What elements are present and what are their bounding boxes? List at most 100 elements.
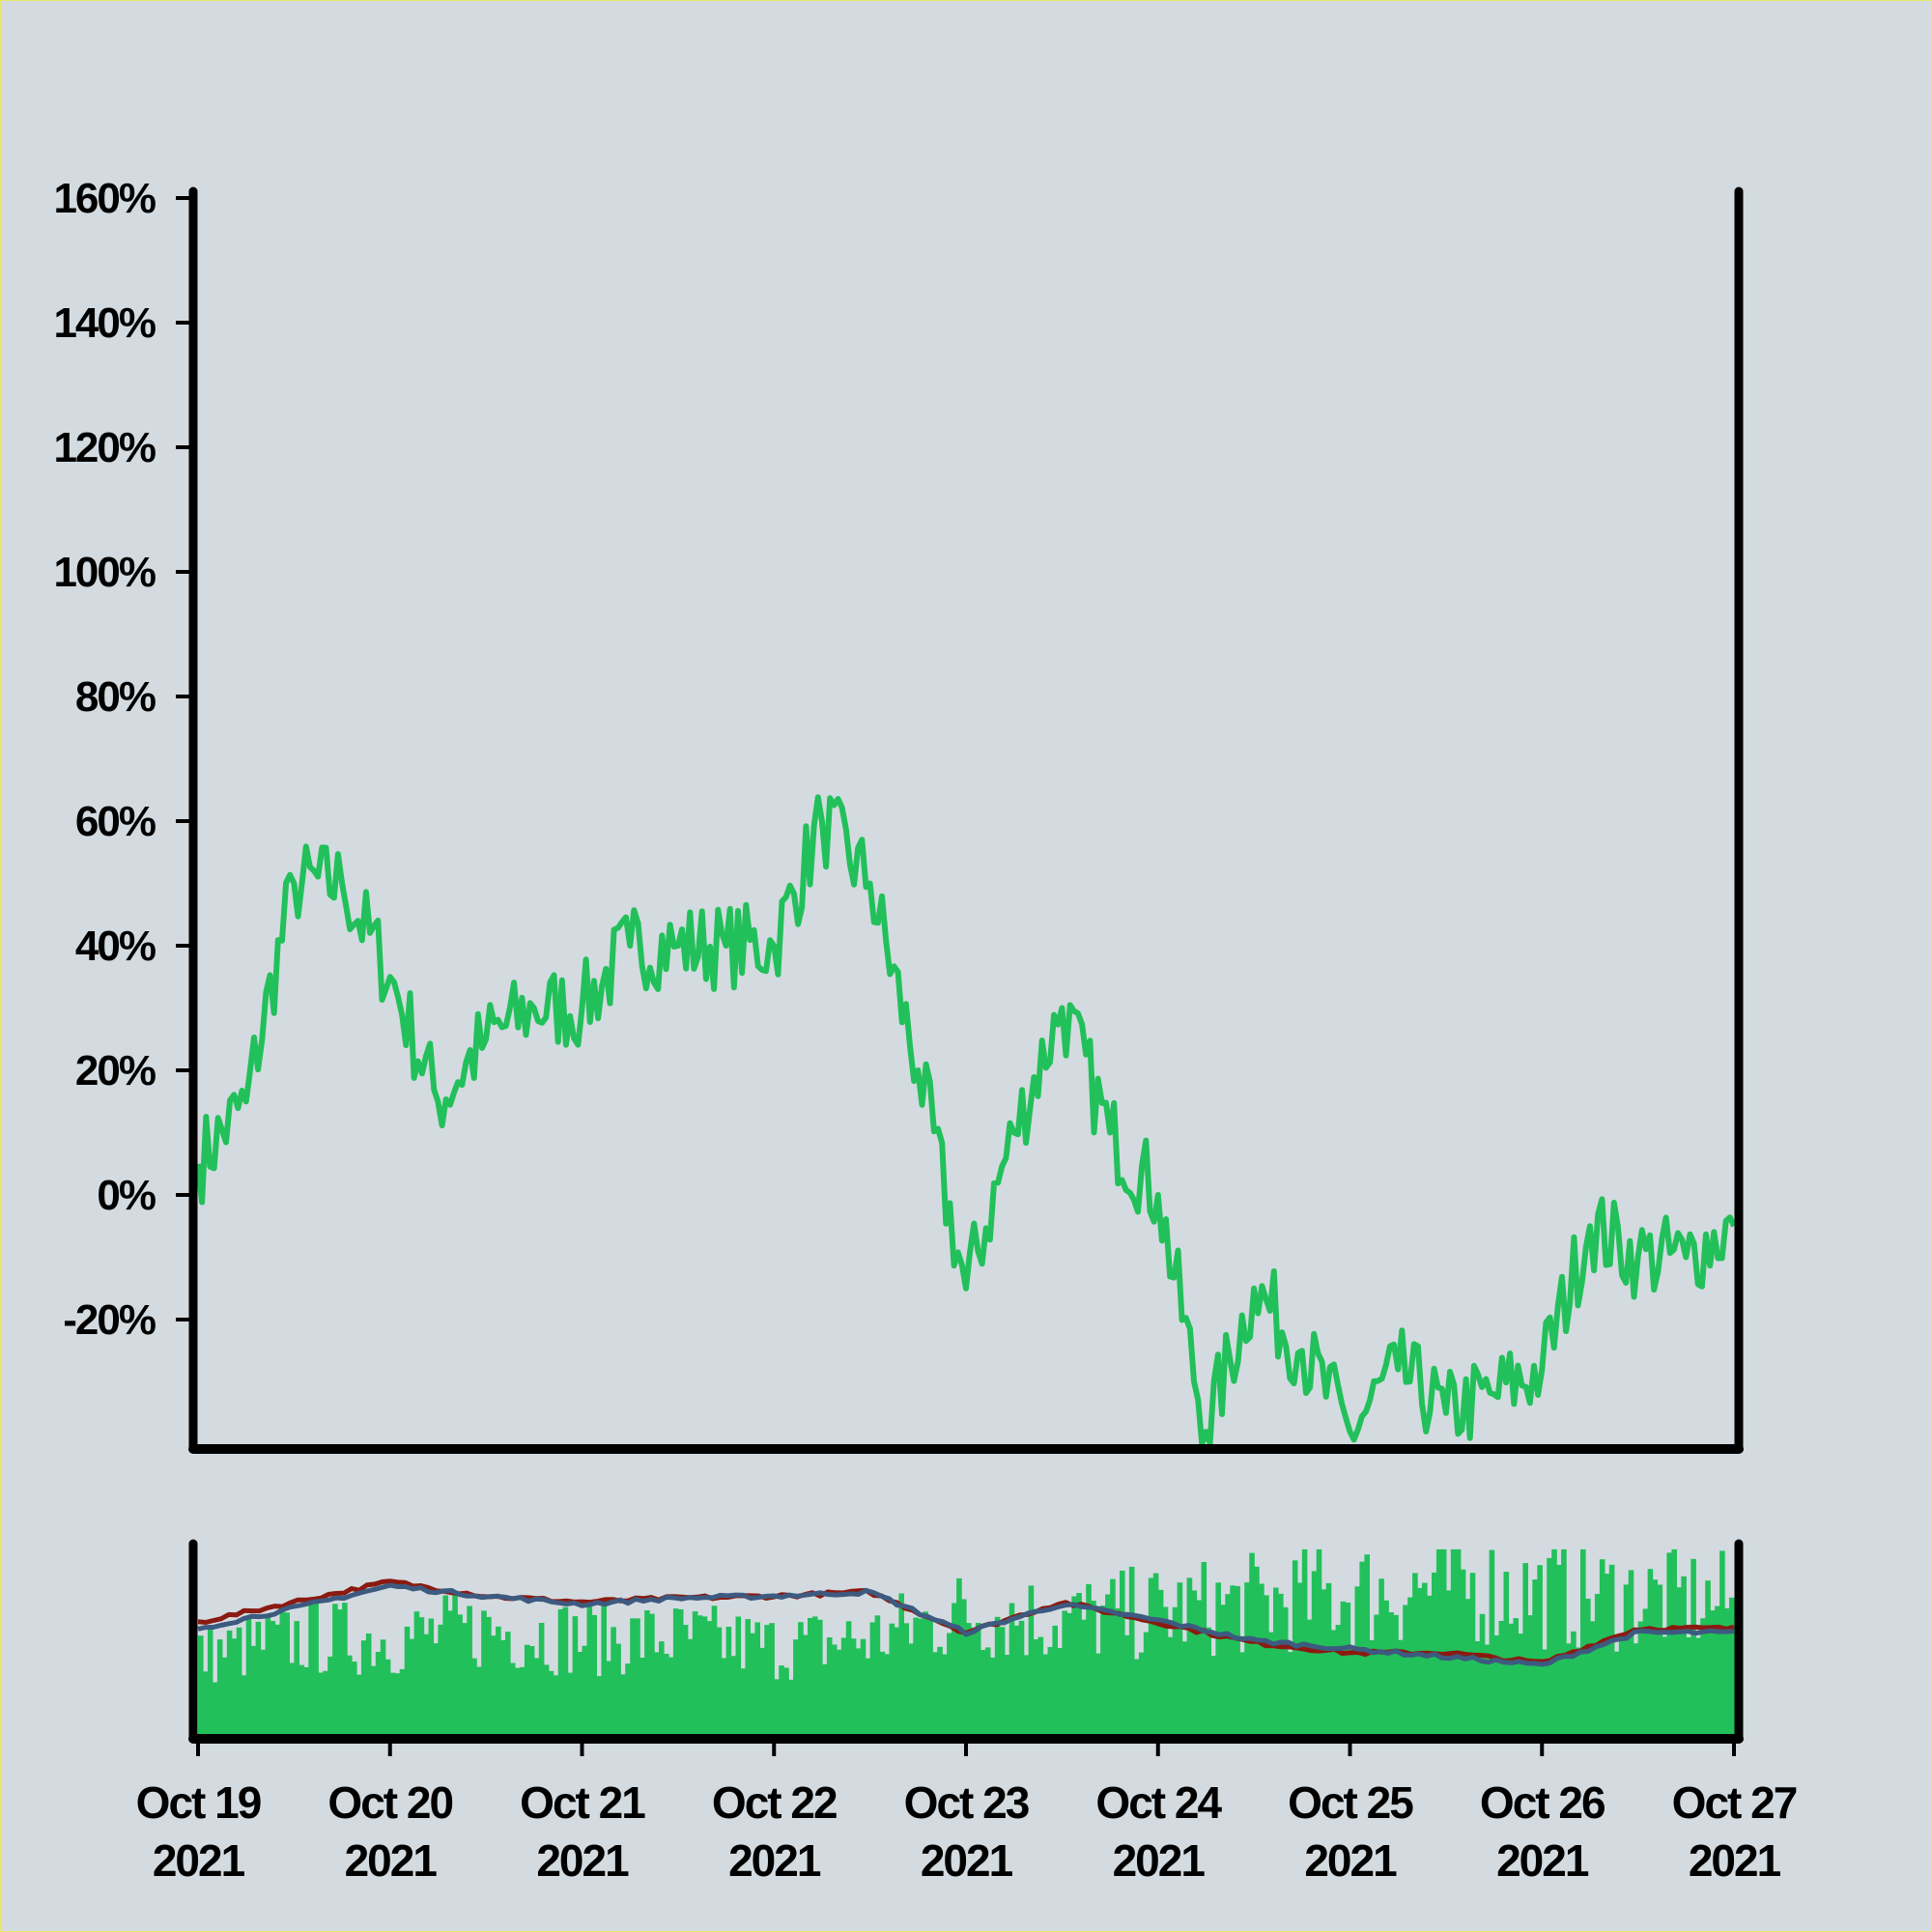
volume-bar bbox=[327, 1656, 333, 1734]
volume-bar bbox=[245, 1617, 252, 1734]
volume-bar bbox=[1455, 1548, 1462, 1734]
volume-bar bbox=[514, 1667, 521, 1734]
volume-bar bbox=[664, 1654, 669, 1734]
volume-bar bbox=[1715, 1605, 1720, 1734]
volume-bar bbox=[557, 1608, 564, 1734]
volume-bar bbox=[1191, 1590, 1198, 1734]
volume-bar bbox=[1264, 1595, 1269, 1734]
volume-bar bbox=[812, 1616, 818, 1734]
volume-bar bbox=[836, 1649, 842, 1734]
y-tick-label: 140% bbox=[53, 299, 155, 347]
volume-bar bbox=[668, 1657, 674, 1734]
volume-bar bbox=[553, 1675, 559, 1734]
volume-bar bbox=[1296, 1582, 1303, 1734]
volume-bar bbox=[1571, 1631, 1577, 1734]
x-tick-label-date: Oct 24 bbox=[1095, 1777, 1222, 1828]
volume-bar bbox=[1445, 1590, 1452, 1734]
volume-bar bbox=[903, 1623, 909, 1734]
volume-bar bbox=[1143, 1632, 1150, 1734]
volume-bar bbox=[942, 1654, 948, 1734]
volume-bar bbox=[735, 1616, 742, 1734]
volume-bar bbox=[1138, 1652, 1145, 1734]
volume-bar bbox=[1273, 1587, 1279, 1734]
volume-bar bbox=[1576, 1647, 1581, 1734]
volume-bar bbox=[1115, 1607, 1121, 1734]
volume-bar bbox=[438, 1624, 443, 1734]
volume-bar bbox=[394, 1673, 401, 1734]
volume-bar bbox=[1028, 1585, 1035, 1734]
volume-bar bbox=[1642, 1608, 1649, 1734]
volume-bar bbox=[913, 1617, 919, 1734]
volume-bar bbox=[418, 1617, 425, 1734]
volume-bar bbox=[1244, 1582, 1250, 1734]
volume-bar bbox=[1374, 1614, 1379, 1734]
y-axis-ticks: -20% 0% 20% 40% 60% 80% 100% 120% 140% 160% bbox=[53, 175, 193, 1344]
volume-bar bbox=[1167, 1636, 1174, 1734]
volume-bar bbox=[1695, 1637, 1701, 1734]
volume-bar bbox=[1527, 1615, 1533, 1734]
volume-bar bbox=[1235, 1585, 1240, 1734]
volume-plot bbox=[197, 1548, 1735, 1734]
volume-bar bbox=[356, 1674, 362, 1734]
volume-bar bbox=[284, 1612, 290, 1734]
volume-bar bbox=[759, 1647, 765, 1734]
y-tick-label: -20% bbox=[63, 1296, 156, 1344]
volume-bar bbox=[1398, 1639, 1404, 1734]
volume-bar bbox=[826, 1637, 833, 1734]
volume-bar bbox=[250, 1645, 257, 1734]
volume-bar bbox=[1671, 1548, 1677, 1734]
volume-bar bbox=[1589, 1621, 1596, 1734]
volume-bar bbox=[510, 1662, 516, 1734]
volume-bar bbox=[231, 1638, 238, 1734]
volume-bar bbox=[1561, 1548, 1567, 1734]
volume-bar bbox=[260, 1649, 267, 1734]
volume-bar bbox=[1613, 1651, 1620, 1734]
volume-bar bbox=[1407, 1597, 1413, 1734]
volume-bar bbox=[840, 1637, 847, 1734]
volume-bar bbox=[635, 1618, 640, 1734]
volume-bar bbox=[1474, 1641, 1481, 1734]
volume-bar bbox=[975, 1623, 981, 1734]
volume-bar bbox=[491, 1635, 497, 1734]
volume-bar bbox=[1018, 1620, 1025, 1734]
y-tick-label: 40% bbox=[75, 923, 156, 970]
volume-bar bbox=[625, 1663, 631, 1734]
volume-bar bbox=[452, 1594, 458, 1734]
volume-bar bbox=[1239, 1652, 1245, 1734]
volume-bar bbox=[221, 1657, 228, 1734]
x-tick-label-year: 2021 bbox=[1113, 1835, 1206, 1886]
volume-bar bbox=[582, 1645, 588, 1734]
volume-bar bbox=[1071, 1596, 1077, 1734]
volume-bar bbox=[601, 1600, 607, 1734]
volume-bar bbox=[793, 1639, 799, 1734]
volume-bar bbox=[774, 1679, 780, 1734]
volume-bar bbox=[1652, 1579, 1659, 1734]
volume-bar bbox=[1152, 1573, 1159, 1734]
volume-bar bbox=[1162, 1606, 1169, 1734]
volume-bar bbox=[1637, 1621, 1644, 1734]
y-tick-label: 20% bbox=[75, 1047, 156, 1094]
volume-bar bbox=[961, 1599, 967, 1734]
volume-bar bbox=[730, 1656, 737, 1734]
x-tick-label-date: Oct 21 bbox=[520, 1777, 645, 1828]
volume-bar bbox=[630, 1618, 636, 1734]
volume-bar bbox=[1719, 1550, 1725, 1734]
volume-bar bbox=[226, 1630, 233, 1734]
volume-bar bbox=[1100, 1605, 1106, 1734]
volume-bar bbox=[1120, 1570, 1125, 1734]
volume-bar bbox=[1105, 1594, 1111, 1734]
volume-bar bbox=[1230, 1585, 1236, 1734]
volume-bar bbox=[874, 1615, 881, 1734]
volume-bar bbox=[956, 1577, 962, 1734]
volume-bar bbox=[457, 1614, 463, 1734]
volume-bar bbox=[865, 1658, 871, 1734]
volume-bar bbox=[1110, 1578, 1116, 1734]
volume-bar bbox=[769, 1623, 775, 1734]
volume-bar bbox=[879, 1651, 886, 1734]
volume-bar bbox=[1681, 1576, 1687, 1734]
volume-bar bbox=[611, 1627, 616, 1734]
volume-bar bbox=[1057, 1648, 1063, 1734]
y-tick-label: 0% bbox=[97, 1172, 155, 1219]
volume-bar bbox=[1403, 1605, 1408, 1734]
